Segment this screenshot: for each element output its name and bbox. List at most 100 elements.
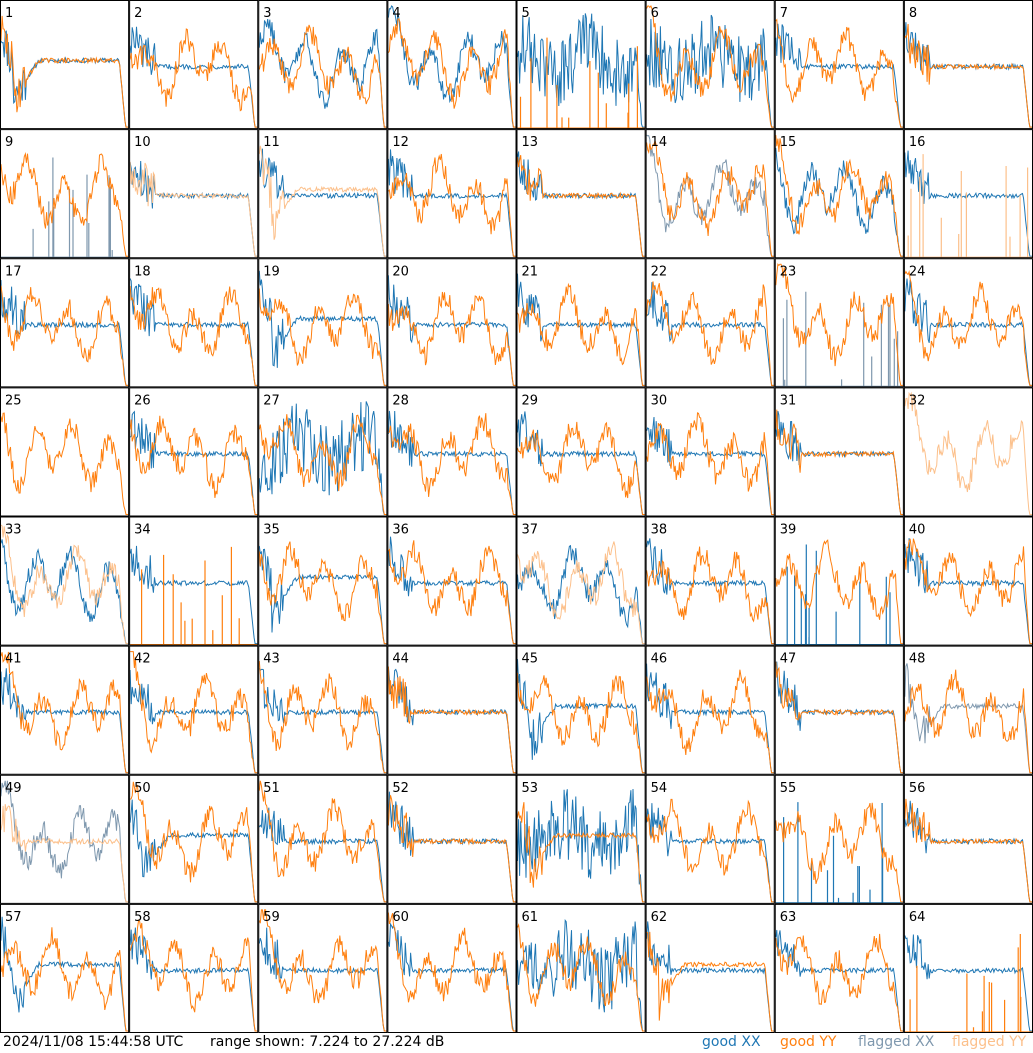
panel-64: 64 bbox=[903, 903, 1033, 1033]
panel-36-xx-line bbox=[387, 536, 516, 645]
panel-8-yy-line bbox=[904, 23, 1032, 128]
panel-38-frame bbox=[645, 516, 775, 646]
panel-1-yy-line bbox=[0, 15, 129, 128]
panel-25-label: 25 bbox=[5, 393, 22, 408]
panel-47-xx-line bbox=[775, 661, 903, 774]
panel-61-xx-line bbox=[517, 919, 645, 1032]
panel-60: 60 bbox=[387, 903, 517, 1033]
panel-35-label: 35 bbox=[263, 523, 280, 538]
panel-43-label: 43 bbox=[263, 652, 280, 667]
panel-38-label: 38 bbox=[651, 523, 668, 538]
panel-7-xx-line bbox=[775, 23, 903, 128]
panel-24-label: 24 bbox=[909, 264, 926, 279]
panel-7: 7 bbox=[774, 0, 904, 130]
panel-32-label: 32 bbox=[909, 393, 926, 408]
panel-45-yy-line bbox=[517, 672, 645, 774]
panel-36: 36 bbox=[387, 516, 517, 646]
panel-51-frame bbox=[258, 774, 388, 904]
panel-1-frame bbox=[0, 0, 130, 130]
panel-40-xx-line bbox=[904, 538, 1032, 645]
panel-56-yy-line bbox=[904, 798, 1032, 903]
panel-36-yy-line bbox=[387, 540, 516, 645]
panel-15-label: 15 bbox=[780, 135, 797, 150]
panel-63-xx-line bbox=[775, 929, 903, 1032]
panel-48-label: 48 bbox=[909, 652, 926, 667]
panel-64-xx-line bbox=[904, 934, 1032, 1032]
panel-26-label: 26 bbox=[134, 393, 151, 408]
panel-46-yy-line bbox=[646, 669, 774, 774]
panel-17-yy-line bbox=[0, 285, 129, 386]
panel-44: 44 bbox=[387, 645, 517, 775]
panel-36-label: 36 bbox=[392, 523, 409, 538]
panel-29: 29 bbox=[516, 387, 646, 517]
panel-35-yy-line bbox=[258, 541, 387, 645]
panel-21-xx-line bbox=[517, 273, 645, 386]
panel-37-frame bbox=[516, 516, 646, 646]
panel-20: 20 bbox=[387, 258, 517, 388]
panel-61: 61 bbox=[516, 903, 646, 1033]
panel-13-xx-line bbox=[517, 151, 645, 257]
panel-48-yy-line bbox=[904, 669, 1032, 774]
panel-17-frame bbox=[0, 258, 130, 388]
panel-53-label: 53 bbox=[522, 781, 539, 796]
panel-35-frame bbox=[258, 516, 388, 646]
panel-15-yy-line bbox=[775, 135, 903, 257]
panel-23-yy-line bbox=[775, 263, 903, 386]
panel-51-label: 51 bbox=[263, 781, 280, 796]
panel-53-frame bbox=[516, 774, 646, 904]
panel-15-frame bbox=[774, 129, 904, 259]
panel-40: 40 bbox=[903, 516, 1033, 646]
panel-10: 10 bbox=[129, 129, 259, 259]
panel-22-label: 22 bbox=[651, 264, 668, 279]
panel-46-frame bbox=[645, 645, 775, 775]
panel-9-frame bbox=[0, 129, 130, 259]
panel-14-frame bbox=[645, 129, 775, 259]
panel-24: 24 bbox=[903, 258, 1033, 388]
panel-33: 33 bbox=[0, 516, 130, 646]
panel-54-yy-line bbox=[646, 798, 774, 903]
panel-2: 2 bbox=[129, 0, 259, 130]
panel-52-yy-line bbox=[387, 795, 516, 903]
panel-51-xx-line bbox=[258, 807, 387, 903]
panel-42-yy-line bbox=[130, 651, 258, 774]
panel-54-xx-line bbox=[646, 803, 774, 903]
panel-34: 34 bbox=[129, 516, 259, 646]
panel-61-frame bbox=[516, 903, 646, 1033]
panel-24-yy-line bbox=[904, 269, 1032, 386]
panel-2-yy-line bbox=[129, 28, 258, 128]
panel-33-xx-line bbox=[0, 539, 129, 645]
panel-6: 6 bbox=[645, 0, 775, 130]
panel-22-xx-line bbox=[646, 282, 774, 386]
panel-11-yy-line bbox=[258, 145, 387, 257]
panel-58-yy-line bbox=[129, 918, 258, 1032]
panel-38: 38 bbox=[645, 516, 775, 646]
panel-4-yy-line bbox=[387, 18, 516, 128]
panel-14-label: 14 bbox=[651, 135, 668, 150]
panel-49-label: 49 bbox=[5, 781, 22, 796]
panel-41-xx-line bbox=[0, 668, 129, 774]
panel-50-label: 50 bbox=[134, 781, 151, 796]
panel-9-label: 9 bbox=[5, 135, 13, 150]
panel-13-frame bbox=[516, 129, 646, 259]
panel-16-yy-line bbox=[904, 154, 1032, 258]
panel-46: 46 bbox=[645, 645, 775, 775]
panel-19: 19 bbox=[258, 258, 388, 388]
panel-55-yy-line bbox=[775, 802, 903, 903]
panel-19-label: 19 bbox=[263, 264, 280, 279]
panel-2-frame bbox=[129, 0, 259, 130]
panel-57-xx-line bbox=[0, 916, 129, 1032]
panel-25-yy-line bbox=[0, 412, 129, 515]
panel-50-xx-line bbox=[129, 799, 258, 903]
panel-31: 31 bbox=[774, 387, 904, 517]
panel-29-label: 29 bbox=[522, 393, 539, 408]
panel-2-label: 2 bbox=[134, 6, 142, 21]
panel-45-xx-line bbox=[517, 659, 645, 774]
panel-28-xx-line bbox=[387, 410, 516, 515]
legend-flagged-yy: flagged YY bbox=[952, 1034, 1027, 1050]
panel-27-frame bbox=[258, 387, 388, 517]
panel-55-xx-line bbox=[775, 802, 903, 904]
panel-39-frame bbox=[774, 516, 904, 646]
legend-flagged-xx: flagged XX bbox=[858, 1034, 935, 1050]
panel-49-frame bbox=[0, 774, 130, 904]
